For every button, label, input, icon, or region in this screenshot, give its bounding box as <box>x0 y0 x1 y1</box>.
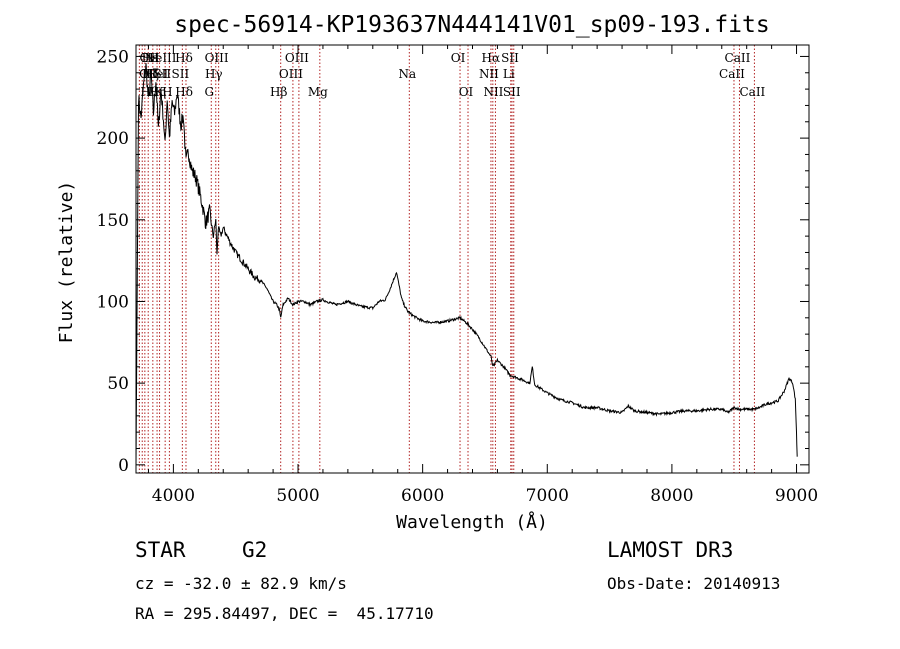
spectral-line-labels: HSIIHδGHγOIIIHβOIIIOIIIMgNaOIOINIIHαNIIL… <box>139 51 765 99</box>
y-axis-title: Flux (relative) <box>56 181 77 344</box>
marker-label-cluster-0-0: OII <box>139 51 159 65</box>
x-axis-title: Wavelength (Å) <box>396 511 548 533</box>
marker-label-24: Li <box>503 67 515 81</box>
flux-series-line <box>135 63 798 465</box>
y-tick-label-4: 200 <box>97 129 129 149</box>
marker-label-cluster-0-2: NeIII <box>145 51 177 65</box>
observation-date: Obs-Date: 20140913 <box>607 574 781 593</box>
y-tick-label-3: 150 <box>97 211 129 231</box>
chart-title: spec-56914-KP193637N444141V01_sp09-193.f… <box>174 12 769 38</box>
object-class: STAR <box>135 538 186 562</box>
coordinates: RA = 295.84497, DEC = 45.17710 <box>135 604 434 623</box>
marker-label-cluster-2-2: K <box>155 85 165 99</box>
object-subclass: G2 <box>242 538 268 562</box>
spectrum-chart: spec-56914-KP193637N444141V01_sp09-193.f… <box>56 12 818 533</box>
marker-label-25: SII <box>501 51 519 65</box>
marker-label-15: OIII <box>279 67 303 81</box>
marker-label-17: Mg <box>308 85 328 99</box>
marker-label-13: OIII <box>205 51 229 65</box>
marker-label-23: NII <box>483 85 503 99</box>
marker-label-21: NII <box>479 67 499 81</box>
marker-label-27: CaII <box>719 67 745 81</box>
y-axis: 0 50 100 150 200 250 <box>97 47 809 476</box>
marker-label-cluster-0-1: Hε <box>142 51 159 65</box>
marker-label-14: Hβ <box>270 85 287 99</box>
marker-label-9: SII <box>172 67 190 81</box>
marker-label-cluster-1-3: SII <box>153 67 171 81</box>
survey-name: LAMOST DR3 <box>607 538 734 562</box>
y-tick-label-0: 0 <box>118 456 129 476</box>
marker-label-cluster-2-3: Hδ <box>175 85 193 99</box>
marker-label-20: OI <box>459 85 474 99</box>
x-tick-label-4: 8000 <box>650 486 693 506</box>
spectral-line-markers <box>138 45 755 473</box>
marker-label-cluster-0-3: H <box>149 51 159 65</box>
marker-label-8: H <box>162 85 172 99</box>
marker-label-19: OI <box>451 51 466 65</box>
x-axis: 4000 5000 6000 7000 8000 9000 <box>147 45 818 506</box>
x-tick-label-5: 9000 <box>775 486 818 506</box>
x-tick-label-0: 4000 <box>152 486 195 506</box>
redshift-value: cz = -32.0 ± 82.9 km/s <box>135 574 347 593</box>
x-tick-label-1: 5000 <box>276 486 319 506</box>
marker-label-22: Hα <box>482 51 501 65</box>
marker-label-10: Hδ <box>175 51 193 65</box>
marker-label-18: Na <box>398 67 416 81</box>
x-tick-label-3: 7000 <box>526 486 569 506</box>
y-tick-label-5: 250 <box>97 47 129 67</box>
x-tick-label-2: 6000 <box>401 486 444 506</box>
y-tick-label-2: 100 <box>97 292 129 312</box>
marker-label-28: CaII <box>725 51 751 65</box>
y-tick-label-1: 50 <box>107 374 129 394</box>
marker-label-16: OIII <box>285 51 309 65</box>
marker-label-11: G <box>204 85 214 99</box>
marker-label-26: SII <box>503 85 521 99</box>
marker-label-12: Hγ <box>205 67 223 81</box>
marker-label-29: CaII <box>739 85 765 99</box>
